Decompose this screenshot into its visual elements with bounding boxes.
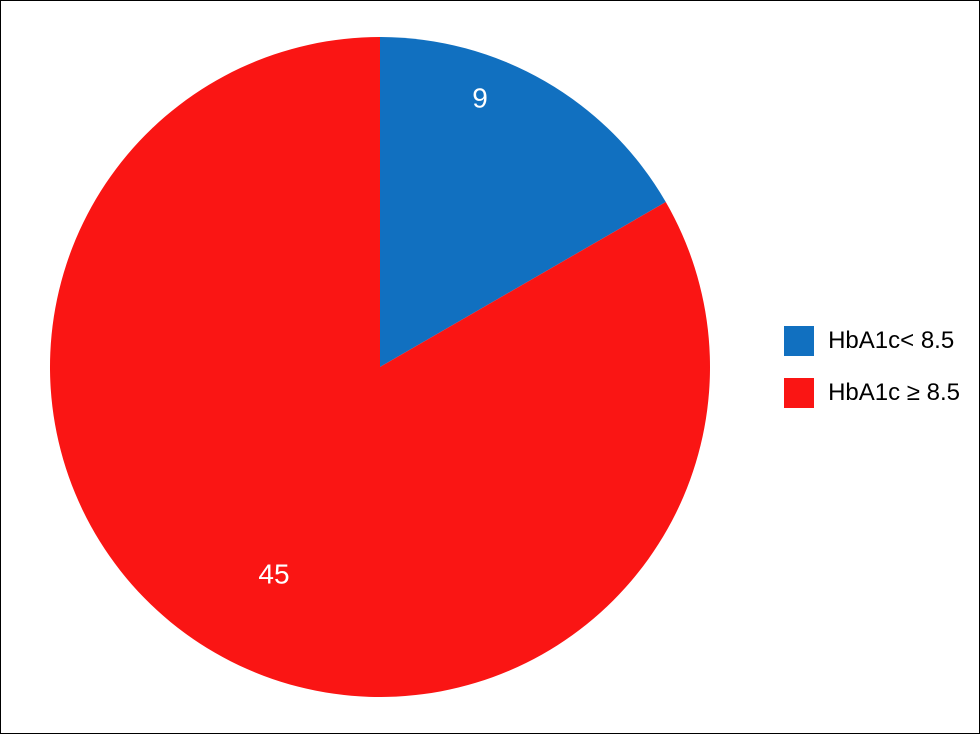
pie-chart: 9 45 <box>40 10 720 724</box>
legend: HbA1c< 8.5 HbA1c ≥ 8.5 <box>784 304 960 430</box>
legend-item-1: HbA1c ≥ 8.5 <box>784 378 960 408</box>
slice-value-0: 9 <box>472 82 488 113</box>
legend-swatch-0 <box>784 326 814 356</box>
legend-item-0: HbA1c< 8.5 <box>784 326 960 356</box>
legend-swatch-1 <box>784 378 814 408</box>
legend-label-1: HbA1c ≥ 8.5 <box>828 379 960 407</box>
slice-value-1: 45 <box>258 558 289 589</box>
chart-container: 9 45 HbA1c< 8.5 HbA1c ≥ 8.5 <box>0 0 980 734</box>
legend-label-0: HbA1c< 8.5 <box>828 327 954 355</box>
pie-svg: 9 45 <box>40 10 720 724</box>
